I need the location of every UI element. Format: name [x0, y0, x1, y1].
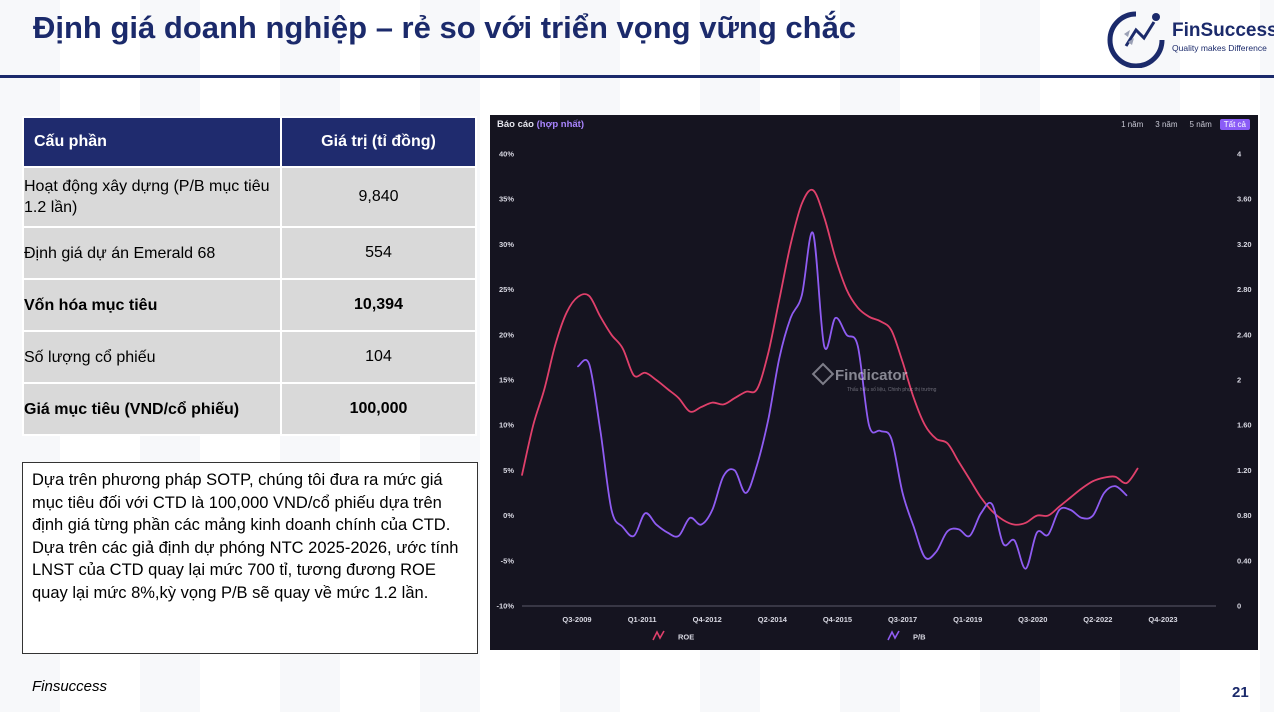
roe-pb-chart: 40% 35% 30% 25% 20% 15% 10% 5% 0% -5% -10% 4 3.60 3.2…: [490, 115, 1258, 650]
range-1y-button[interactable]: 1 năm: [1121, 120, 1144, 129]
y-left-tick-label: 40%: [499, 150, 514, 159]
series-line-p-b: [577, 231, 1128, 570]
y-right-tick-label: 2.80: [1237, 285, 1252, 294]
valuation-table: Cấu phần Giá trị (tỉ đồng) Hoạt động xây…: [22, 116, 477, 436]
y-right-tick-label: 1.20: [1237, 466, 1252, 475]
table-row: Giá mục tiêu (VND/cổ phiếu) 100,000: [22, 382, 477, 436]
legend-line-icon: [652, 630, 665, 641]
chart-canvas: 40% 35% 30% 25% 20% 15% 10% 5% 0% -5% -10% 4 3.60 3.2…: [496, 150, 1252, 642]
range-3y-button[interactable]: 3 năm: [1155, 120, 1178, 129]
logo-emblem-icon: [1107, 11, 1165, 69]
x-tick-label: Q1-2019: [953, 615, 982, 624]
x-tick-label: Q4-2023: [1148, 615, 1177, 624]
row-label: Vốn hóa mục tiêu: [22, 278, 282, 332]
watermark-text: Findicator: [835, 367, 908, 384]
y-left-tick-label: -10%: [496, 602, 514, 611]
y-right-tick-label: 1.60: [1237, 421, 1252, 430]
y-left-tick-label: 15%: [499, 376, 514, 385]
y-left-tick-label: 20%: [499, 330, 514, 339]
y-right-tick-label: 3.20: [1237, 240, 1252, 249]
y-left-tick-label: 30%: [499, 240, 514, 249]
row-label: Định giá dự án Emerald 68: [22, 226, 282, 280]
x-tick-label: Q3-2020: [1018, 615, 1047, 624]
row-value: 10,394: [280, 278, 477, 332]
row-value: 9,840: [280, 166, 477, 228]
watermark-subtext: Thấu hiểu số liệu, Chinh phục thị trường: [847, 387, 937, 393]
legend-label: P/B: [913, 633, 926, 642]
x-tick-label: Q1-2011: [628, 615, 657, 624]
x-tick-label: Q4-2012: [693, 615, 722, 624]
logo-name: FinSuccess: [1172, 20, 1274, 41]
page-number: 21: [1232, 684, 1249, 701]
y-left-tick-label: 0%: [503, 511, 514, 520]
logo-tagline: Quality makes Difference: [1172, 43, 1267, 53]
findicator-logo-icon: [811, 362, 835, 386]
range-5y-button[interactable]: 5 năm: [1189, 120, 1212, 129]
chart-header: Báo cáo (hợp nhất): [497, 119, 584, 130]
commentary-paragraph-1: Dựa trên phương pháp SOTP, chúng tôi đưa…: [32, 471, 451, 535]
table-header-component: Cấu phần: [22, 116, 282, 168]
x-tick-label: Q2-2022: [1083, 615, 1112, 624]
row-value: 104: [280, 330, 477, 384]
title-divider: [0, 75, 1274, 78]
page-title: Định giá doanh nghiệp – rẻ so với triển …: [33, 10, 857, 45]
footer-brand: Finsuccess: [32, 678, 108, 695]
table-header-row: Cấu phần Giá trị (tỉ đồng): [22, 116, 477, 168]
x-tick-label: Q4-2015: [823, 615, 852, 624]
range-all-button[interactable]: Tất cả: [1219, 119, 1250, 130]
y-right-tick-label: 0: [1237, 602, 1241, 611]
row-value: 554: [280, 226, 477, 280]
y-right-tick-label: 4: [1237, 150, 1242, 159]
x-tick-label: Q2-2014: [758, 615, 788, 624]
y-left-tick-label: 35%: [499, 195, 514, 204]
row-value: 100,000: [280, 382, 477, 436]
series-line-roe: [521, 188, 1139, 526]
y-right-tick-label: 3.60: [1237, 195, 1252, 204]
chart-report-label: Báo cáo: [497, 119, 534, 130]
table-header-value: Giá trị (tỉ đồng): [280, 116, 477, 168]
y-right-tick-label: 0.40: [1237, 556, 1252, 565]
range-selector: 1 năm 3 năm 5 năm Tất cả: [1117, 119, 1250, 130]
finsuccess-logo: FinSuccess Quality makes Difference: [1102, 6, 1274, 69]
table-row: Hoạt động xây dựng (P/B mục tiêu 1.2 lần…: [22, 166, 477, 228]
chart-report-sublabel[interactable]: (hợp nhất): [536, 119, 584, 130]
y-left-tick-label: 25%: [499, 285, 514, 294]
table-row: Định giá dự án Emerald 68 554: [22, 226, 477, 280]
commentary-box: Dựa trên phương pháp SOTP, chúng tôi đưa…: [22, 462, 478, 654]
row-label: Số lượng cổ phiếu: [22, 330, 282, 384]
findicator-watermark: Findicator: [811, 362, 908, 386]
legend-line-icon: [887, 630, 900, 641]
y-right-tick-label: 2.40: [1237, 330, 1252, 339]
row-label: Hoạt động xây dựng (P/B mục tiêu 1.2 lần…: [22, 166, 282, 228]
y-left-tick-label: 10%: [499, 421, 514, 430]
table-row: Số lượng cổ phiếu 104: [22, 330, 477, 384]
commentary-paragraph-2: Dựa trên các giả định dự phóng NTC 2025-…: [32, 538, 459, 602]
y-left-tick-label: -5%: [501, 556, 515, 565]
y-right-tick-label: 0.80: [1237, 511, 1252, 520]
row-label: Giá mục tiêu (VND/cổ phiếu): [22, 382, 282, 436]
table-row: Vốn hóa mục tiêu 10,394: [22, 278, 477, 332]
y-left-tick-label: 5%: [503, 466, 514, 475]
x-tick-label: Q3-2009: [562, 615, 591, 624]
y-right-tick-label: 2: [1237, 376, 1241, 385]
legend-label: ROE: [678, 633, 694, 642]
x-tick-label: Q3-2017: [888, 615, 917, 624]
